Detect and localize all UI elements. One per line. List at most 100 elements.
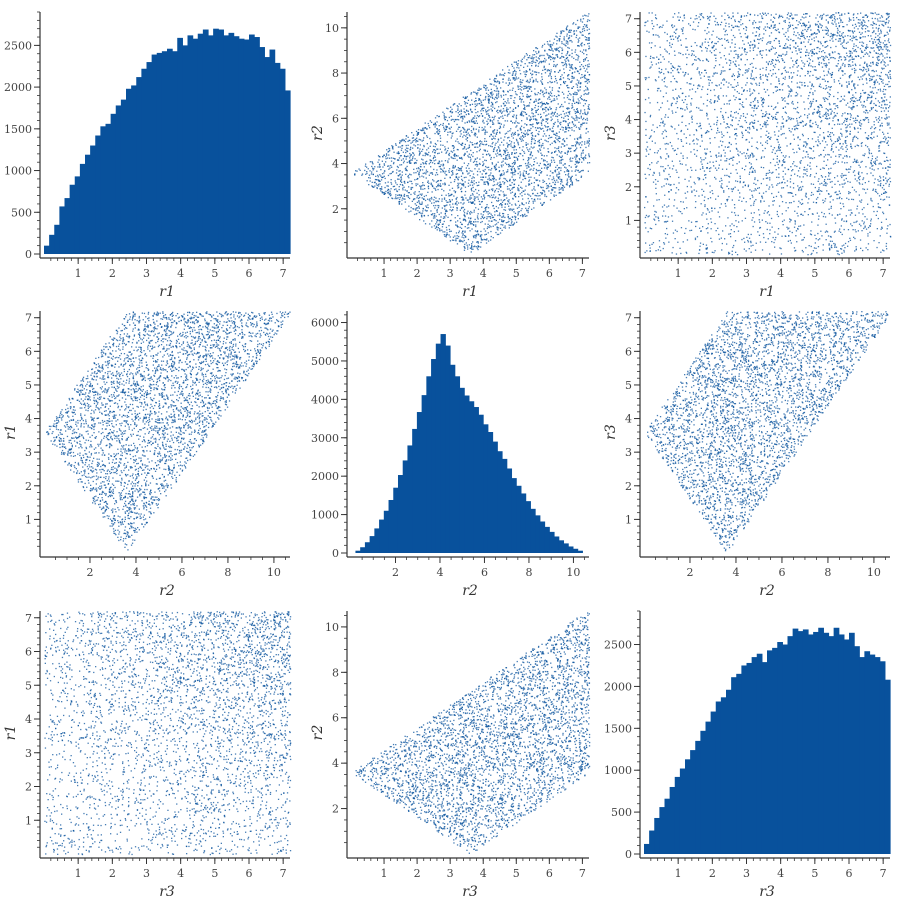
- scatter-point: [587, 131, 589, 133]
- scatter-point: [503, 149, 505, 151]
- scatter-point: [466, 137, 469, 139]
- scatter-point: [531, 56, 533, 58]
- scatter-point: [473, 100, 476, 103]
- scatter-point: [409, 180, 411, 182]
- scatter-point: [517, 133, 519, 135]
- scatter-point: [445, 126, 447, 129]
- scatter-point: [462, 148, 464, 150]
- scatter-point: [524, 162, 527, 165]
- scatter-point: [437, 152, 439, 155]
- scatter-point: [819, 127, 821, 130]
- scatter-point: [446, 174, 448, 176]
- scatter-point: [572, 100, 575, 102]
- scatter-point: [588, 92, 590, 94]
- scatter-point: [829, 240, 832, 242]
- scatter-point: [719, 38, 721, 40]
- scatter-point: [555, 107, 558, 109]
- scatter-point: [532, 202, 534, 204]
- scatter-point: [414, 158, 416, 160]
- scatter-point: [568, 31, 570, 33]
- scatter-point: [521, 110, 523, 113]
- scatter-point: [549, 165, 551, 167]
- scatter-point: [579, 65, 581, 68]
- scatter-point: [584, 74, 586, 76]
- scatter-point: [426, 160, 428, 162]
- scatter-point: [886, 142, 889, 144]
- scatter-point: [566, 144, 568, 146]
- scatter-point: [566, 53, 568, 55]
- scatter-point: [471, 99, 473, 101]
- scatter-point: [409, 159, 411, 162]
- scatter-point: [451, 214, 453, 216]
- scatter-point: [365, 173, 367, 175]
- scatter-point: [665, 158, 667, 160]
- scatter-point: [450, 115, 452, 117]
- scatter-point: [399, 196, 401, 199]
- scatter-point: [562, 110, 564, 112]
- scatter-point: [577, 138, 579, 141]
- scatter-point: [423, 220, 425, 222]
- scatter-point: [571, 181, 573, 183]
- scatter-point: [797, 24, 799, 26]
- scatter-point: [557, 147, 560, 150]
- scatter-point: [406, 195, 408, 197]
- scatter-point: [584, 103, 586, 105]
- scatter-point: [393, 161, 395, 164]
- scatter-point: [873, 75, 875, 77]
- scatter-point: [578, 171, 580, 173]
- scatter-point: [525, 53, 528, 55]
- scatter-point: [562, 139, 564, 141]
- scatter-point: [371, 185, 373, 187]
- scatter-point: [541, 78, 543, 80]
- scatter-point: [553, 64, 555, 66]
- scatter-point: [490, 158, 492, 160]
- scatter-point: [585, 89, 587, 91]
- scatter-point: [730, 188, 733, 190]
- scatter-point: [566, 151, 569, 153]
- scatter-point: [485, 159, 487, 162]
- scatter-point: [409, 148, 412, 150]
- scatter-point: [861, 41, 863, 43]
- scatter-point: [448, 123, 450, 125]
- scatter-point: [580, 44, 582, 46]
- scatter-point: [834, 243, 836, 245]
- scatter-point: [459, 126, 461, 128]
- scatter-point: [540, 152, 542, 154]
- scatter-point: [450, 119, 452, 121]
- scatter-point: [398, 170, 400, 172]
- scatter-point: [581, 51, 584, 53]
- scatter-point: [574, 145, 577, 147]
- scatter-point: [490, 226, 492, 228]
- scatter-point: [513, 146, 515, 149]
- scatter-point: [561, 47, 563, 49]
- scatter-point: [535, 195, 538, 197]
- scatter-point: [507, 113, 509, 116]
- scatter-point: [863, 67, 865, 69]
- scatter-point: [581, 98, 583, 101]
- scatter-point: [758, 192, 761, 194]
- scatter-point: [553, 178, 555, 180]
- scatter-point: [396, 159, 399, 161]
- scatter-point: [532, 60, 534, 62]
- scatter-point: [484, 131, 487, 133]
- scatter-point: [784, 54, 786, 56]
- scatter-point: [429, 159, 431, 161]
- scatter-point: [474, 197, 476, 200]
- scatter-point: [453, 120, 456, 123]
- scatter-point: [407, 136, 409, 138]
- scatter-point: [657, 180, 659, 182]
- scatter-point: [440, 168, 443, 170]
- scatter-point: [411, 141, 414, 143]
- scatter-point: [576, 155, 578, 157]
- scatter-point: [574, 119, 576, 122]
- scatter-point: [457, 184, 460, 186]
- scatter-point: [724, 30, 726, 33]
- scatter-point: [489, 92, 492, 94]
- scatter-point: [810, 43, 812, 45]
- scatter-point: [822, 202, 825, 204]
- scatter-point: [557, 56, 559, 58]
- scatter-point: [382, 176, 384, 178]
- scatter-point: [571, 67, 573, 69]
- scatter-point: [549, 40, 551, 42]
